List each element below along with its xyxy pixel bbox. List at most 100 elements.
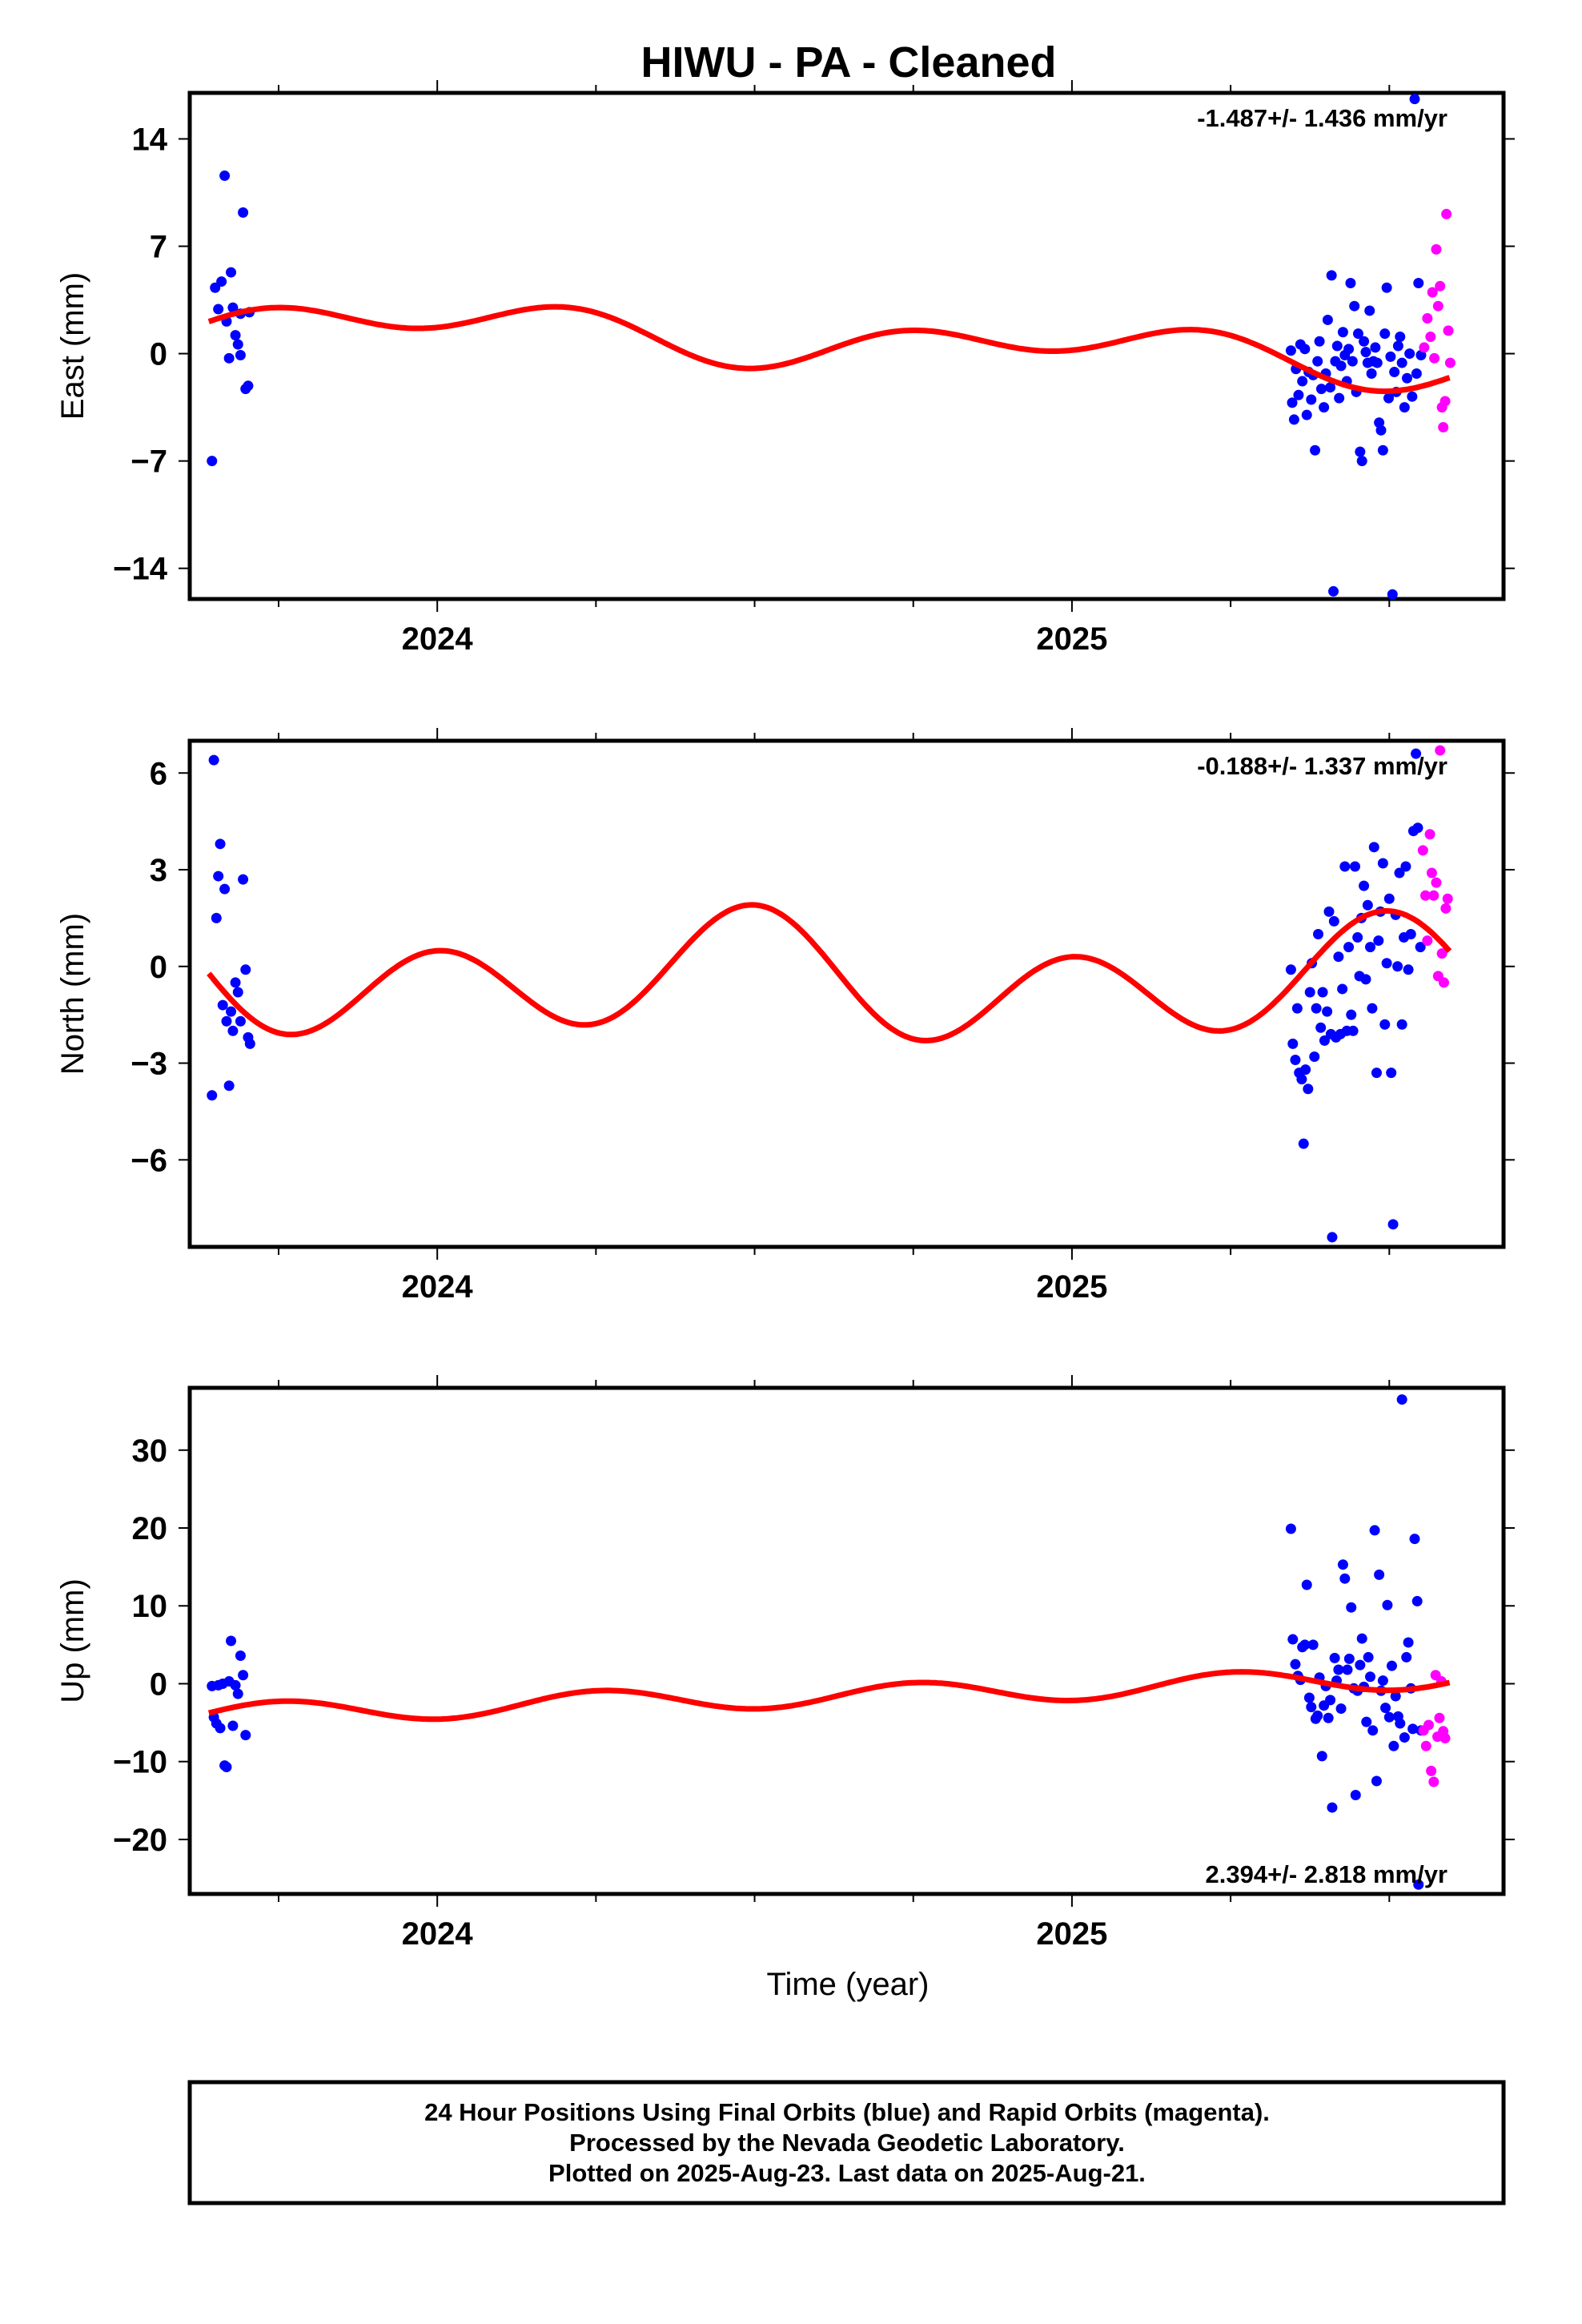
final-orbit-point (238, 207, 249, 218)
final-orbit-point (1405, 929, 1416, 940)
final-orbit-point (1346, 1009, 1357, 1020)
final-orbit-point (1387, 1219, 1399, 1230)
y-axis-title: Up (mm) (55, 1578, 90, 1703)
final-orbit-point (1317, 987, 1328, 998)
final-orbit-point (1365, 1671, 1376, 1683)
final-orbit-point (1343, 344, 1355, 355)
final-orbit-point (1304, 987, 1315, 998)
rapid-orbit-point (1422, 313, 1433, 324)
plot-frame (187, 90, 1506, 601)
final-orbit-point (243, 380, 254, 392)
final-orbit-point (1400, 861, 1411, 872)
final-orbit-point (1303, 1084, 1314, 1095)
final-orbit-point (1285, 345, 1296, 356)
final-orbit-point (1306, 1702, 1317, 1713)
final-orbit-point (1407, 391, 1418, 402)
final-orbit-point (230, 1679, 241, 1691)
final-orbit-point (215, 838, 226, 850)
y-tick-label: 0 (150, 1667, 167, 1702)
rapid-orbit-point (1436, 948, 1447, 959)
final-orbit-point (1396, 357, 1407, 368)
final-orbit-point (1390, 1691, 1401, 1702)
final-orbit-point (1355, 446, 1366, 457)
final-orbit-point (240, 964, 251, 975)
rapid-orbit-point (1440, 903, 1452, 914)
final-orbit-point (232, 339, 243, 350)
final-orbit-point (1399, 402, 1410, 413)
final-orbit-point (1411, 1595, 1423, 1606)
velocity-label: 2.394+/- 2.818 mm/yr (1206, 1860, 1447, 1888)
final-orbit-point (1299, 344, 1311, 355)
rapid-orbit-point (1431, 877, 1442, 888)
final-orbit-point (1328, 915, 1339, 927)
final-orbit-point (1370, 342, 1381, 353)
final-orbit-point (1315, 384, 1327, 395)
final-orbit-point (1396, 1394, 1407, 1405)
final-orbit-point (1385, 351, 1396, 362)
final-orbit-point (1337, 983, 1348, 995)
final-orbit-point (1371, 1068, 1382, 1079)
rapid-orbit-point (1439, 396, 1451, 407)
final-orbit-point (1371, 1775, 1382, 1787)
rapid-orbit-point (1443, 325, 1454, 336)
model-fit-curve (207, 304, 1451, 395)
final-orbit-point (1412, 822, 1423, 834)
y-tick-label: 30 (132, 1433, 168, 1469)
final-orbit-point (1395, 332, 1406, 343)
final-orbit-point (1297, 376, 1308, 387)
notes-line-1: 24 Hour Positions Using Final Orbits (bl… (424, 2098, 1270, 2126)
panel-2: 2024 2025 −20 −10 0 10 20 30 Up (mm) 2.394+/- 2.8… (55, 1375, 1515, 1952)
final-orbit-point (1409, 94, 1420, 105)
final-orbit-point (216, 276, 227, 287)
final-orbit-point (215, 1723, 226, 1734)
rapid-orbit-point (1419, 890, 1431, 901)
final-orbit-point (1322, 1006, 1333, 1017)
final-orbit-point (213, 870, 224, 882)
final-orbit-point (1407, 1723, 1419, 1735)
final-orbit-point (221, 1015, 232, 1027)
rapid-orbit-point (1427, 287, 1438, 298)
rapid-orbit-point (1417, 845, 1428, 856)
final-orbit-point (1411, 748, 1422, 759)
final-orbit-point (238, 1670, 249, 1681)
y-tick-label: 3 (150, 853, 167, 888)
final-orbit-point (1312, 1710, 1323, 1721)
final-orbit-point (1403, 1637, 1414, 1648)
final-orbit-point (1373, 935, 1384, 947)
final-orbit-point (1355, 1659, 1366, 1671)
y-tick-label: −20 (113, 1823, 167, 1858)
final-orbit-point (223, 352, 235, 364)
rapid-orbit-point (1428, 890, 1439, 901)
final-orbit-point (226, 1006, 237, 1017)
final-orbit-point (1379, 1019, 1391, 1030)
final-orbit-point (1337, 1559, 1348, 1570)
rapid-orbit-point (1425, 332, 1436, 343)
final-orbit-point (1343, 942, 1355, 953)
final-orbit-point (1388, 1740, 1399, 1751)
final-orbit-point (1314, 336, 1325, 347)
final-orbit-point (1381, 958, 1392, 969)
y-axis-title: North (mm) (55, 913, 90, 1075)
final-orbit-point (1311, 1003, 1322, 1014)
rapid-orbit-point (1424, 829, 1435, 840)
final-orbit-point (1386, 1660, 1397, 1671)
y-tick-label: −3 (130, 1047, 167, 1082)
final-orbit-point (1383, 893, 1395, 904)
final-orbit-point (1323, 1712, 1334, 1723)
final-orbit-point (230, 977, 241, 988)
rapid-orbit-point (1431, 243, 1442, 255)
final-orbit-point (1287, 397, 1298, 408)
final-orbit-point (232, 987, 243, 998)
final-orbit-point (240, 1730, 251, 1741)
final-orbit-point (226, 1635, 237, 1647)
rapid-orbit-point (1438, 977, 1449, 988)
final-orbit-point (1377, 858, 1388, 869)
final-orbit-point (1333, 1664, 1344, 1675)
velocity-label: -0.188+/- 1.337 mm/yr (1197, 752, 1447, 780)
final-orbit-point (1313, 929, 1324, 940)
final-orbit-point (1359, 336, 1370, 347)
final-orbit-point (1309, 1051, 1320, 1062)
final-orbit-point (1342, 1664, 1353, 1675)
final-orbit-point (1392, 340, 1403, 352)
rapid-orbit-point (1435, 280, 1446, 292)
